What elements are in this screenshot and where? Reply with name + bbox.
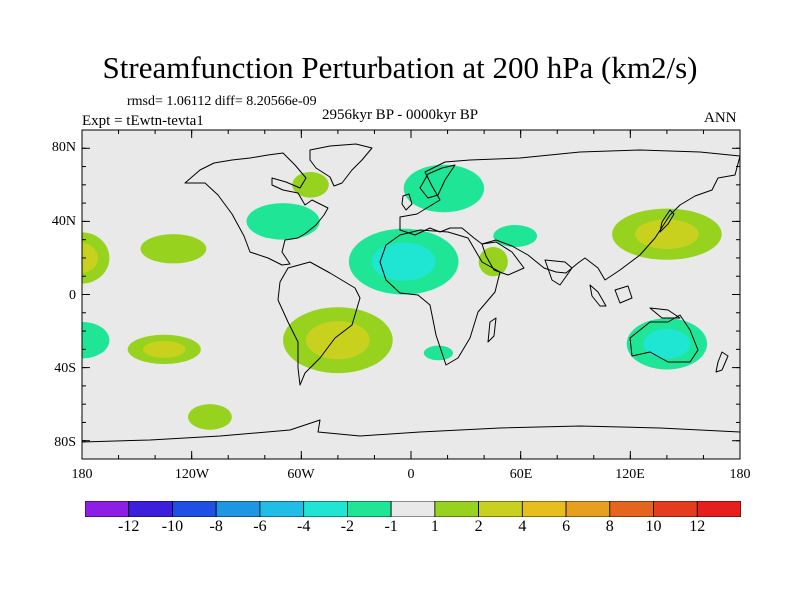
coastlines xyxy=(82,143,740,443)
lon-tick-180w: 180 xyxy=(71,467,93,482)
lon-tick-0: 0 xyxy=(407,467,415,482)
colorbar-label: -10 xyxy=(161,518,184,535)
lat-tick-80s: 80S xyxy=(54,435,76,450)
anomaly-5-level-0 xyxy=(493,225,538,247)
colorbar-swatch xyxy=(128,501,173,517)
axis-ticks xyxy=(81,129,741,460)
colorbar-swatch xyxy=(85,501,130,517)
coast-south-america xyxy=(277,261,361,386)
coast-borneo xyxy=(614,285,633,304)
coast-eurasia xyxy=(399,149,740,281)
coast-new-zealand xyxy=(715,351,729,373)
lon-tick-60e: 60E xyxy=(509,467,533,482)
anomaly-12-level-0 xyxy=(188,404,232,430)
coast-madagascar xyxy=(487,317,497,343)
coast-japan xyxy=(659,209,675,233)
lon-tick-180e: 180 xyxy=(729,467,751,482)
colorbar-label: -4 xyxy=(296,518,311,535)
colorbar-label: -1 xyxy=(384,518,398,535)
anomaly-3-level-0 xyxy=(292,172,329,198)
coast-australia xyxy=(629,314,699,363)
coast-antarctica xyxy=(82,419,740,443)
colorbar-swatch xyxy=(303,501,348,517)
anomaly-7-level-1 xyxy=(635,219,699,250)
anomaly-14-level-0 xyxy=(423,345,454,361)
anomaly-0-level-1 xyxy=(371,242,436,281)
season-label: ANN xyxy=(704,110,737,126)
colorbar xyxy=(85,501,741,517)
colorbar-swatch xyxy=(434,501,480,517)
colorbar-swatch xyxy=(390,501,436,517)
colorbar-label: 12 xyxy=(689,518,706,535)
colorbar-label: 8 xyxy=(605,518,614,535)
coast-new-guinea xyxy=(649,307,681,319)
colorbar-label: -2 xyxy=(340,518,355,535)
anomaly-11-level-1 xyxy=(143,340,186,358)
lat-tick-40n: 40N xyxy=(51,214,76,229)
colorbar-label: 10 xyxy=(645,518,662,535)
coast-britain xyxy=(401,193,413,211)
chart-title: Streamfunction Perturbation at 200 hPa (… xyxy=(102,50,698,85)
lon-tick-120e: 120E xyxy=(615,467,645,482)
period-label: 2956kyr BP - 0000kyr BP xyxy=(321,107,479,123)
experiment-label: Expt = tEwtn-tevta1 xyxy=(82,113,204,129)
anomaly-6-level-0 xyxy=(478,246,508,277)
coast-sumatra xyxy=(589,284,607,307)
colorbar-label: 1 xyxy=(430,518,439,535)
lat-tick-80n: 80N xyxy=(51,140,76,155)
rmsd-stats: rmsd= 1.06112 diff= 8.20566e-09 xyxy=(127,94,317,109)
colorbar-swatch xyxy=(521,501,567,517)
anomaly-4-level-0 xyxy=(140,234,207,264)
anomaly-13-level-1 xyxy=(643,329,691,359)
colorbar-swatch xyxy=(215,501,261,517)
lat-tick-0: 0 xyxy=(69,288,76,303)
colorbar-swatch xyxy=(609,501,654,517)
colorbar-swatch xyxy=(172,501,217,517)
colorbar-label: 4 xyxy=(518,518,527,535)
colorbar-label: 6 xyxy=(562,518,571,535)
colorbar-label: -12 xyxy=(118,518,140,535)
lon-tick-120w: 120W xyxy=(174,467,210,482)
colorbar-swatch xyxy=(346,501,392,517)
colorbar-label: 2 xyxy=(474,518,483,535)
anomaly-2-level-0 xyxy=(403,164,485,213)
lon-tick-60w: 60W xyxy=(287,467,315,482)
coast-africa xyxy=(379,229,501,366)
colorbar-swatch xyxy=(653,501,698,517)
colorbar-swatch xyxy=(696,501,741,517)
coast-greenland xyxy=(309,143,373,187)
colorbar-swatch xyxy=(565,501,611,517)
anomaly-10-level-1 xyxy=(306,321,370,360)
colorbar-swatch xyxy=(478,501,523,517)
coast-india xyxy=(544,259,573,286)
colorbar-label: -6 xyxy=(253,518,267,535)
anomaly-9-level-0 xyxy=(82,321,110,359)
coast-north-america xyxy=(184,152,329,266)
colorbar-swatch xyxy=(259,501,305,517)
coast-arabia xyxy=(481,241,525,276)
anomaly-1-level-0 xyxy=(246,203,320,240)
anomaly-8-level-1 xyxy=(82,243,98,273)
contour-fills xyxy=(82,164,722,430)
lat-tick-40s: 40S xyxy=(54,361,76,376)
colorbar-label: -8 xyxy=(209,518,223,535)
coast-scandinavia xyxy=(419,164,456,199)
